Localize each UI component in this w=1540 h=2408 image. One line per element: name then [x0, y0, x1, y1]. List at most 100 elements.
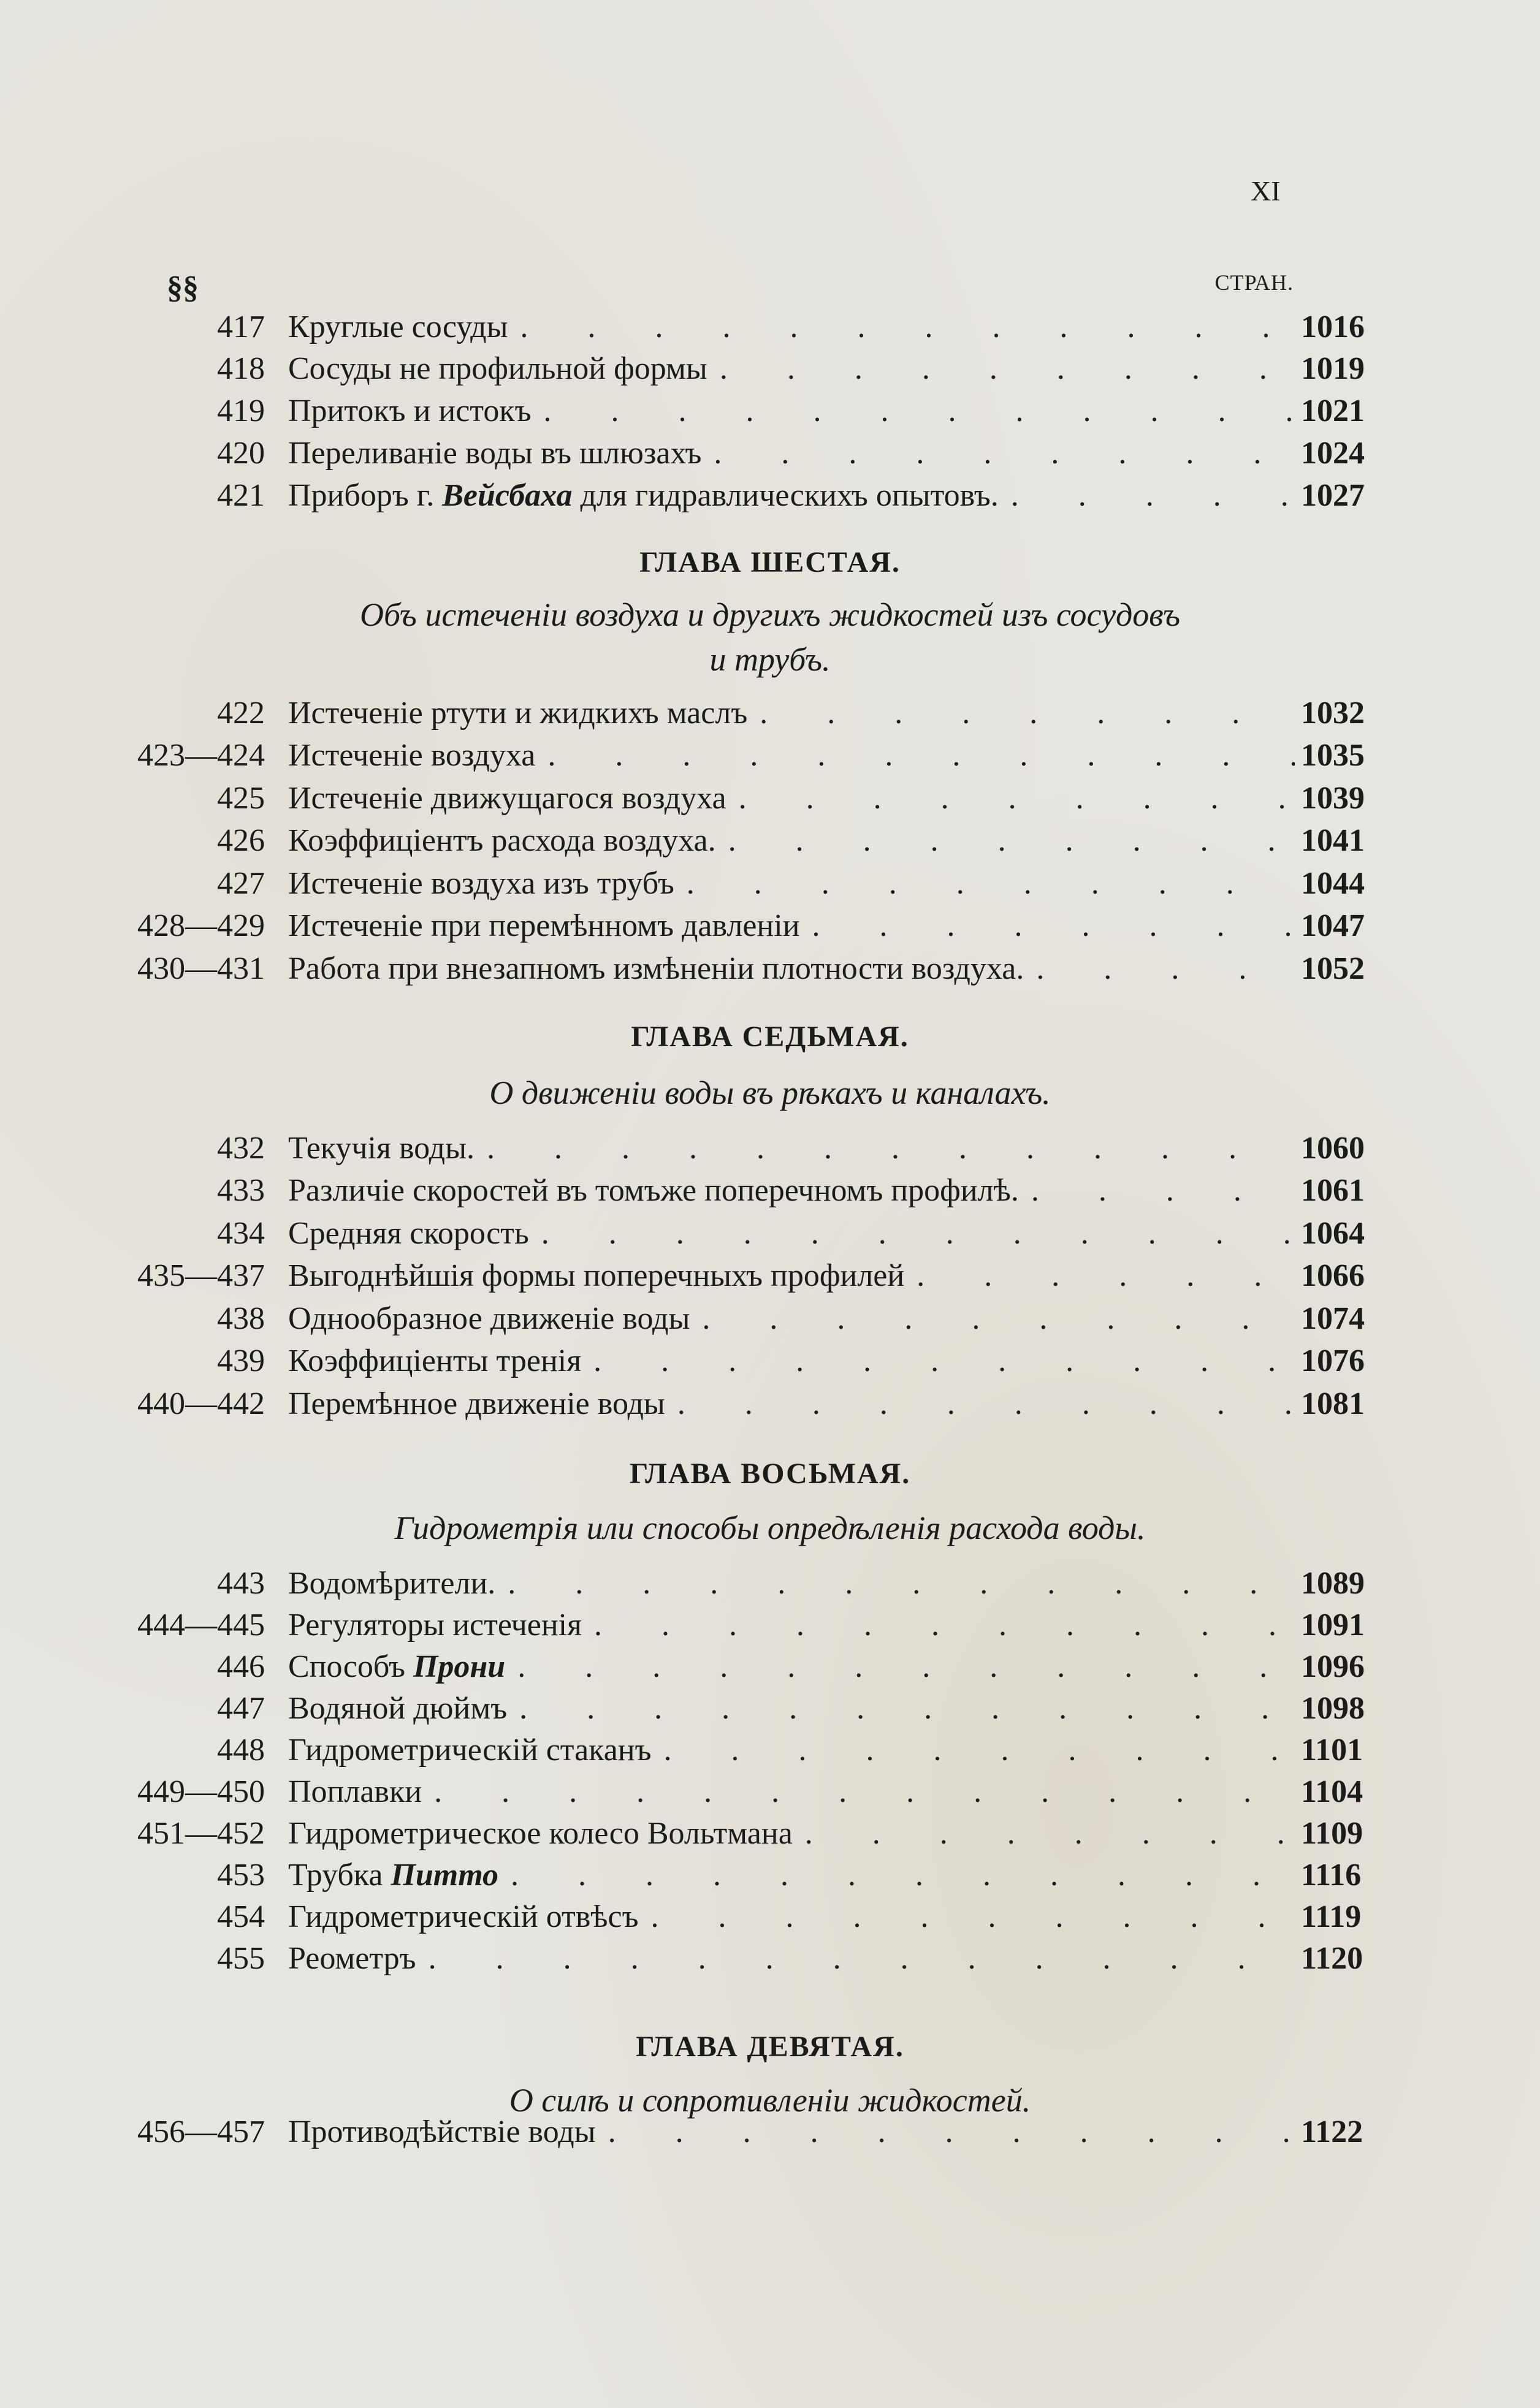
section-number: 440—442: [137, 1386, 265, 1421]
page-reference: 1035: [1301, 738, 1365, 773]
page-reference: 1021: [1301, 393, 1365, 429]
dot-leader: . . . . . . . . . . . . . . . . . . . . …: [594, 1607, 1295, 1643]
entry-title-text: Истеченіе движущагося воздуха: [288, 780, 726, 816]
entry-title-part: Водомѣрители.: [288, 1565, 496, 1601]
toc-entry[interactable]: 419 Притокъ и истокъ . . . . . . . . . . .…: [0, 391, 1540, 431]
toc-entry[interactable]: 453 Трубка Питто . . . . . . . . . . . . .…: [0, 1855, 1540, 1895]
entry-title-part: Притокъ и истокъ: [288, 393, 532, 429]
toc-entry[interactable]: 432 Текучія воды. . . . . . . . . . . . . …: [0, 1128, 1540, 1168]
entry-title: Водяной дюймъ . . . . . . . . . . . . . .…: [288, 1690, 1295, 1726]
entry-title-text: Водяной дюймъ: [288, 1690, 507, 1726]
entry-title: Истеченіе при перемѣнномъ давленіи . . . …: [288, 908, 1295, 944]
entry-title-text: Перемѣнное движеніе воды: [288, 1386, 665, 1422]
toc-entry[interactable]: 438 Однообразное движеніе воды . . . . . .…: [0, 1298, 1540, 1339]
dot-leader: . . . . . . . . . . . . . . . . . . . . …: [714, 435, 1295, 471]
entry-title-text: Гидрометрическій стаканъ: [288, 1732, 652, 1768]
page-number: XI: [1251, 175, 1281, 207]
entry-title: Текучія воды. . . . . . . . . . . . . . .…: [288, 1130, 1295, 1166]
pages-column-label: СТРАН.: [1214, 270, 1294, 295]
entry-title: Истеченіе движущагося воздуха . . . . . .…: [288, 780, 1295, 816]
toc-entry[interactable]: 426 Коэффиціентъ расхода воздуха. . . . . …: [0, 821, 1540, 861]
entry-title-part: Регуляторы истеченія: [288, 1607, 582, 1643]
toc-entry[interactable]: 430—431 Работа при внезапномъ измѣненіи п…: [0, 948, 1540, 989]
entry-title-text: Истеченіе воздуха изъ трубъ: [288, 865, 674, 902]
dot-leader: . . . . . . . . . . . . . . . . . . . . …: [487, 1130, 1295, 1166]
toc-entry[interactable]: 456—457 Противодѣйствіе воды . . . . . . .…: [0, 2111, 1540, 2152]
toc-entry[interactable]: 455 Реометръ . . . . . . . . . . . . . . .…: [0, 1938, 1540, 1978]
dot-leader: . . . . . . . . . . . . . . . . . . . . …: [511, 1857, 1295, 1893]
page-reference: 1109: [1301, 1815, 1363, 1851]
toc-entry[interactable]: 443 Водомѣрители. . . . . . . . . . . . . …: [0, 1563, 1540, 1603]
section-number: 421: [217, 477, 265, 513]
toc-entry[interactable]: 428—429 Истеченіе при перемѣнномъ давлені…: [0, 906, 1540, 946]
toc-entry[interactable]: 421 Приборъ г. Вейсбаха для гидравлически…: [0, 475, 1540, 515]
entry-title-text: Поплавки: [288, 1774, 422, 1810]
dot-leader: . . . . . . . . . . . . . . . . . . . . …: [702, 1301, 1295, 1336]
toc-entry[interactable]: 449—450 Поплавки . . . . . . . . . . . . .…: [0, 1771, 1540, 1812]
section-number: 455: [217, 1940, 265, 1976]
entry-title-part: Текучія воды.: [288, 1130, 475, 1166]
entry-title: Сосуды не профильной формы . . . . . . . …: [288, 351, 1295, 387]
section-number: 432: [217, 1130, 265, 1166]
entry-title-part: Приборъ г.: [288, 477, 443, 513]
toc-entry[interactable]: 454 Гидрометрическій отвѣсъ . . . . . . . …: [0, 1896, 1540, 1937]
entry-title: Истеченіе воздуха изъ трубъ . . . . . . .…: [288, 865, 1295, 902]
page-reference: 1096: [1301, 1649, 1365, 1684]
page-reference: 1119: [1301, 1899, 1362, 1934]
toc-entry[interactable]: 420 Переливаніе воды въ шлюзахъ . . . . . …: [0, 433, 1540, 473]
entry-title-name: Питто: [391, 1857, 499, 1893]
entry-title-part: Коэффиціенты тренія: [288, 1343, 582, 1378]
entry-title-text: Истеченіе ртути и жидкихъ маслъ: [288, 695, 747, 731]
toc-entry[interactable]: 444—445 Регуляторы истеченія . . . . . . .…: [0, 1605, 1540, 1645]
chapter-heading: ГЛАВА ШЕСТАЯ.: [639, 546, 901, 579]
chapter-subtitle: Гидрометрія или способы опредѣленія расх…: [394, 1510, 1146, 1546]
toc-entry[interactable]: 439 Коэффиціенты тренія . . . . . . . . . …: [0, 1341, 1540, 1381]
page-reference: 1044: [1301, 865, 1365, 901]
entry-title: Переливаніе воды въ шлюзахъ . . . . . . .…: [288, 435, 1295, 471]
entry-title-text: Текучія воды.: [288, 1130, 475, 1166]
dot-leader: . . . . . . . . . . . . . . . . . . . . …: [663, 1732, 1295, 1768]
toc-entry[interactable]: 425 Истеченіе движущагося воздуха . . . . …: [0, 778, 1540, 818]
page-reference: 1027: [1301, 477, 1365, 513]
entry-title: Коэффиціенты тренія . . . . . . . . . . .…: [288, 1343, 1295, 1379]
toc-entry[interactable]: 427 Истеченіе воздуха изъ трубъ . . . . . …: [0, 863, 1540, 903]
dot-leader: . . . . . . . . . . . . . . . . . . . . …: [917, 1258, 1295, 1293]
section-number: 448: [217, 1732, 265, 1768]
entry-title-text: Реометръ: [288, 1940, 416, 1977]
toc-entry[interactable]: 435—437 Выгоднѣйшія формы поперечныхъ про…: [0, 1256, 1540, 1296]
entry-title: Различіе скоростей въ томъже поперечномъ…: [288, 1172, 1295, 1209]
entry-title-part: Коэффиціентъ расхода воздуха.: [288, 823, 716, 858]
page-reference: 1060: [1301, 1130, 1365, 1166]
toc-entry[interactable]: 448 Гидрометрическій стаканъ . . . . . . .…: [0, 1730, 1540, 1770]
entry-title-text: Средняя скорость: [288, 1215, 529, 1251]
toc-entry[interactable]: 446 Способъ Прони . . . . . . . . . . . . …: [0, 1646, 1540, 1687]
section-number: 420: [217, 435, 265, 471]
toc-entry[interactable]: 423—424 Истеченіе воздуха . . . . . . . . …: [0, 735, 1540, 776]
dot-leader: . . . . . . . . . . . . . . . . . . . . …: [508, 1565, 1295, 1601]
dot-leader: . . . . . . . . . . . . . . . . . . . . …: [650, 1899, 1295, 1934]
entry-title: Регуляторы истеченія . . . . . . . . . . …: [288, 1607, 1295, 1643]
page-reference: 1101: [1301, 1732, 1363, 1768]
toc-entry[interactable]: 418 Сосуды не профильной формы . . . . . .…: [0, 349, 1540, 389]
toc-entry[interactable]: 422 Истеченіе ртути и жидкихъ маслъ . . . …: [0, 693, 1540, 733]
toc-entry[interactable]: 451—452 Гидрометрическое колесо Вольтмана…: [0, 1813, 1540, 1853]
toc-entry[interactable]: 434 Средняя скорость . . . . . . . . . . .…: [0, 1213, 1540, 1253]
page-reference: 1122: [1301, 2114, 1363, 2149]
section-number: 456—457: [137, 2114, 265, 2149]
section-number: 449—450: [137, 1774, 265, 1809]
toc-entry[interactable]: 447 Водяной дюймъ . . . . . . . . . . . . …: [0, 1688, 1540, 1728]
entry-title: Работа при внезапномъ измѣненіи плотност…: [288, 951, 1295, 987]
entry-title-part: Выгоднѣйшія формы поперечныхъ профилей: [288, 1258, 905, 1293]
section-number: 426: [217, 823, 265, 858]
entry-title: Перемѣнное движеніе воды . . . . . . . . …: [288, 1386, 1295, 1422]
toc-entry[interactable]: 433 Различіе скоростей въ томъже поперечн…: [0, 1171, 1540, 1211]
chapter-subtitle: и трубъ.: [709, 641, 831, 678]
page-reference: 1019: [1301, 351, 1365, 387]
section-number: 447: [217, 1690, 265, 1726]
toc-entry[interactable]: 440—442 Перемѣнное движеніе воды . . . . .…: [0, 1383, 1540, 1424]
entry-title-part: Круглые сосуды: [288, 309, 508, 344]
entry-title: Поплавки . . . . . . . . . . . . . . . . …: [288, 1774, 1295, 1810]
entry-title-text: Выгоднѣйшія формы поперечныхъ профилей: [288, 1258, 904, 1294]
toc-entry[interactable]: 417 Круглые сосуды . . . . . . . . . . . .…: [0, 306, 1540, 347]
entry-title-text: Гидрометрическій отвѣсъ: [288, 1899, 639, 1935]
